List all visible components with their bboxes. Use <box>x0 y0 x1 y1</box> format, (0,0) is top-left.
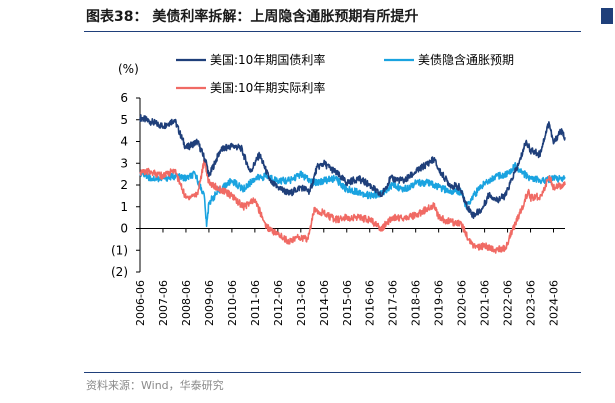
legend-label: 美债隐含通胀预期 <box>418 52 514 67</box>
figure-title: 图表38： 美债利率拆解：上周隐含通胀预期有所提升 <box>86 9 419 25</box>
x-tick-label: 2006-06 <box>134 280 147 326</box>
x-axis: 2006-06 2007-06 2008-06 2009-06 2010-06 2011-… <box>134 228 565 326</box>
x-tick-label: 2012-06 <box>272 280 285 326</box>
x-tick-label: 2024-06 <box>548 280 561 326</box>
x-tick-label: 2011-06 <box>249 280 262 326</box>
x-tick-label: 2015-06 <box>341 280 354 326</box>
x-tick-label: 2018-06 <box>410 280 423 326</box>
y-tick-label: 2 <box>120 178 128 192</box>
x-tick-label: 2013-06 <box>295 280 308 326</box>
source-rule <box>84 372 581 373</box>
x-tick-label: 2021-06 <box>479 280 492 326</box>
y-tick-label: 1 <box>120 200 128 214</box>
x-tick-label: 2014-06 <box>318 280 331 326</box>
y-axis: 6 5 4 3 2 1 0 (1) (2) <box>111 91 141 279</box>
y-tick-label: 3 <box>120 156 128 170</box>
y-tick-label: (1) <box>111 243 128 257</box>
y-tick-label: 6 <box>120 91 128 105</box>
x-tick-label: 2022-06 <box>502 280 515 326</box>
legend-label: 美国:10年期实际利率 <box>210 80 325 95</box>
y-tick-label: (2) <box>111 265 128 279</box>
y-tick-label: 5 <box>120 113 128 127</box>
source-note: 资料来源：Wind，华泰研究 <box>86 379 224 392</box>
series-line <box>139 114 566 219</box>
adjacent-panel-fragment <box>601 8 613 24</box>
x-tick-label: 2007-06 <box>157 280 170 326</box>
legend-label: 美国:10年期国债利率 <box>210 52 325 67</box>
series-line <box>139 159 566 254</box>
x-tick-label: 2009-06 <box>203 280 216 326</box>
y-tick-label: 4 <box>120 135 128 149</box>
y-tick-label: 0 <box>120 222 128 236</box>
x-tick-label: 2010-06 <box>226 280 239 326</box>
y-axis-label: (%) <box>118 62 139 76</box>
title-rule <box>84 31 581 32</box>
x-tick-label: 2019-06 <box>433 280 446 326</box>
series-line <box>139 162 566 228</box>
x-tick-label: 2017-06 <box>387 280 400 326</box>
x-tick-label: 2008-06 <box>180 280 193 326</box>
series-lines <box>139 114 566 254</box>
x-tick-label: 2023-06 <box>525 280 538 326</box>
x-tick-label: 2016-06 <box>364 280 377 326</box>
x-tick-label: 2020-06 <box>456 280 469 326</box>
